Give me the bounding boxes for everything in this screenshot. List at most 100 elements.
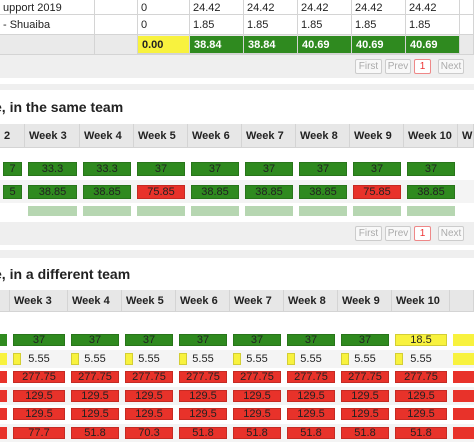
data-cell: 5.55 xyxy=(338,350,392,369)
data-cell: 277.75 xyxy=(68,368,122,387)
header-text: Week 4 xyxy=(84,124,134,148)
cell-text: 0 xyxy=(141,15,189,35)
data-cell: 37 xyxy=(134,157,188,180)
edge-bar xyxy=(0,334,7,346)
header-text: Week 6 xyxy=(180,290,230,312)
data-cell: 75.85 xyxy=(134,180,188,203)
cell-value: 277.75 xyxy=(68,371,122,383)
cell-value: 129.5 xyxy=(68,390,122,402)
pager-button[interactable]: 1 xyxy=(414,59,431,74)
cell-value: 37 xyxy=(176,334,230,346)
edge-bar xyxy=(453,353,474,365)
header-text: Week 10 xyxy=(396,290,450,312)
data-cell: 51.8 xyxy=(392,424,450,442)
data-cell: 129.5 xyxy=(68,405,122,424)
faded-bar xyxy=(245,206,293,216)
data-cell: 129.5 xyxy=(338,405,392,424)
cell-value: 37 xyxy=(242,163,296,175)
total-cell xyxy=(0,35,95,55)
table-cell xyxy=(460,0,474,15)
cell-value: 277.75 xyxy=(338,371,392,383)
cell-value: 37 xyxy=(230,334,284,346)
cell-value: 75.85 xyxy=(350,186,404,198)
total-value: 40.69 xyxy=(406,36,460,54)
faded-bar xyxy=(191,206,239,216)
pager-button[interactable]: Next xyxy=(438,59,464,74)
cell-value: 70.3 xyxy=(122,427,176,439)
cell-value: 38.85 xyxy=(188,186,242,198)
table-cell xyxy=(460,15,474,35)
data-cell: 129.5 xyxy=(10,387,68,406)
cell-value: 5.55 xyxy=(338,353,392,365)
cell-value: 51.8 xyxy=(230,427,284,439)
cell-value: 5.55 xyxy=(10,353,68,365)
edge-bar xyxy=(0,408,7,420)
total-value: 38.84 xyxy=(190,36,244,54)
cell-value: 129.5 xyxy=(230,408,284,420)
pager-button[interactable]: 1 xyxy=(414,226,431,241)
data-cell: 38.85 xyxy=(296,180,350,203)
cell-value: 37 xyxy=(338,334,392,346)
data-cell: 33.3 xyxy=(25,157,80,180)
faded-bar xyxy=(83,206,131,216)
pager-button[interactable]: Prev xyxy=(385,59,411,74)
total-value: 38.84 xyxy=(244,36,298,54)
data-cell: 129.5 xyxy=(392,387,450,406)
cell-value: 51.8 xyxy=(392,427,450,439)
total-value: 40.69 xyxy=(298,36,352,54)
pager-button[interactable]: Next xyxy=(438,226,464,241)
cell-text: 0 xyxy=(141,0,189,15)
cell-text: 1.85 xyxy=(193,15,243,35)
data-cell: 75.85 xyxy=(350,180,404,203)
total-value: 40.69 xyxy=(352,36,406,54)
cell-value: 18.5 xyxy=(392,334,450,346)
header-text: Week 5 xyxy=(126,290,176,312)
table-cell xyxy=(95,0,138,15)
header-cell xyxy=(0,290,10,312)
data-cell: 18.5 xyxy=(392,331,450,350)
total-cell xyxy=(95,35,138,55)
edge-bar xyxy=(0,371,7,383)
cell-text: 1.85 xyxy=(247,15,297,35)
data-cell: 51.8 xyxy=(338,424,392,442)
data-cell: 5.55 xyxy=(230,350,284,369)
data-cell: 129.5 xyxy=(338,387,392,406)
separator xyxy=(0,250,474,258)
data-cell: 37 xyxy=(296,157,350,180)
cell-value: 5.55 xyxy=(68,353,122,365)
cell-value: 129.5 xyxy=(284,408,338,420)
data-cell: 129.5 xyxy=(10,405,68,424)
header-text: Week 9 xyxy=(342,290,392,312)
cell-value: 37 xyxy=(122,334,176,346)
edge-bar xyxy=(0,353,7,365)
header-text: Week 4 xyxy=(72,290,122,312)
pager-button[interactable]: First xyxy=(355,226,382,241)
cell-value: 38.85 xyxy=(80,186,134,198)
cell-value: 277.75 xyxy=(284,371,338,383)
total-value: 0.00 xyxy=(138,36,190,54)
cell-value: 5.55 xyxy=(392,353,450,365)
cell-value: 277.75 xyxy=(10,371,68,383)
cell-value: 129.5 xyxy=(392,390,450,402)
data-cell: 277.75 xyxy=(392,368,450,387)
cell-text: - Shuaiba xyxy=(3,15,94,35)
cell-value: 37 xyxy=(188,163,242,175)
cell-value: 33.3 xyxy=(25,163,80,175)
data-cell: 37 xyxy=(338,331,392,350)
data-cell: 277.75 xyxy=(338,368,392,387)
data-cell: 277.75 xyxy=(10,368,68,387)
cell-value: 33.3 xyxy=(80,163,134,175)
data-cell: 77.7 xyxy=(10,424,68,442)
cell-value: 7 xyxy=(0,163,25,175)
header-text: Week 7 xyxy=(234,290,284,312)
cell-value: 129.5 xyxy=(122,390,176,402)
cell-value: 51.8 xyxy=(176,427,230,439)
data-cell: 33.3 xyxy=(80,157,134,180)
separator xyxy=(0,84,474,90)
cell-value: 38.85 xyxy=(296,186,350,198)
data-cell: 277.75 xyxy=(122,368,176,387)
pager-button[interactable]: First xyxy=(355,59,382,74)
pager-button[interactable]: Prev xyxy=(385,226,411,241)
cell-value: 129.5 xyxy=(338,390,392,402)
